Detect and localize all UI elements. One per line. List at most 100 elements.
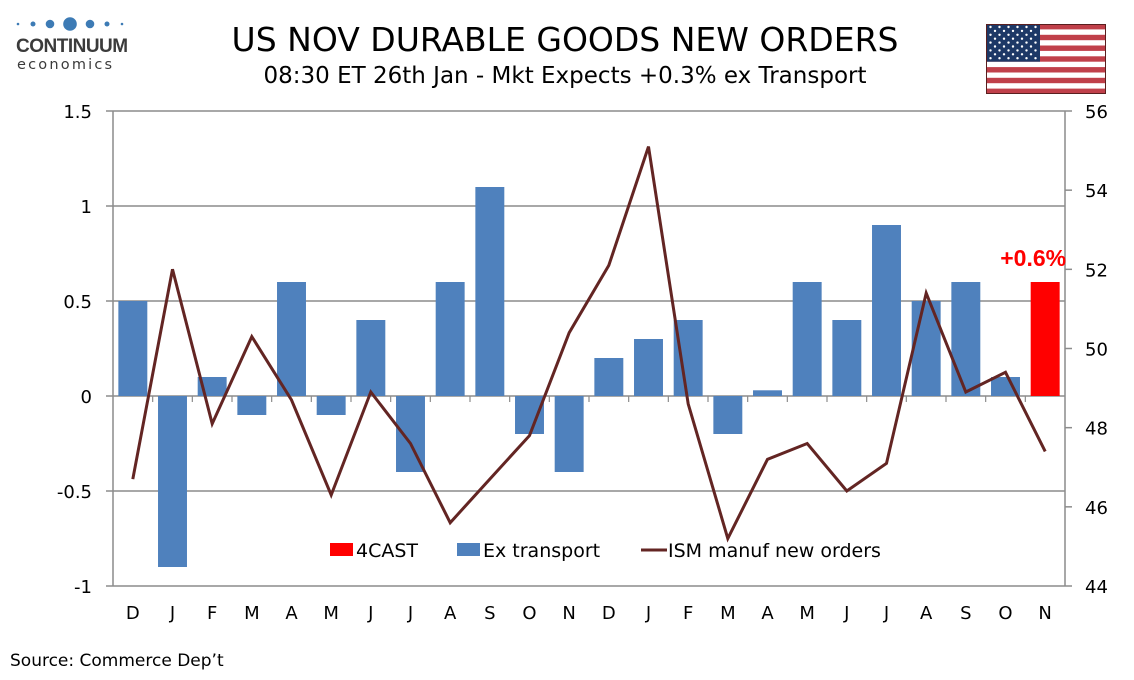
x-axis-tick-label: F xyxy=(207,603,217,624)
ex-transport-bar xyxy=(118,301,148,396)
flag-star-icon xyxy=(1029,53,1033,56)
flag-star-icon xyxy=(1016,41,1019,44)
ex-transport-bar xyxy=(753,390,782,396)
continuum-logo: CONTINUUM economics xyxy=(14,14,134,76)
flag-star-icon xyxy=(1020,45,1024,48)
flag-star-icon xyxy=(989,49,992,52)
ex-transport-bar xyxy=(991,377,1020,396)
source-note: Source: Commerce Dep’t xyxy=(10,651,224,671)
legend-swatch-4cast xyxy=(330,543,353,556)
flag-star-icon xyxy=(998,41,1001,44)
x-axis-tick-label: M xyxy=(244,603,260,624)
ex-transport-bar xyxy=(594,358,624,396)
flag-star-icon xyxy=(1002,29,1006,33)
flag-star-icon xyxy=(1034,33,1037,36)
x-axis-tick-label: O xyxy=(998,603,1012,624)
flag-star-icon xyxy=(998,57,1001,60)
ex-transport-bar xyxy=(237,396,267,415)
flag-star-icon xyxy=(1007,41,1010,44)
flag-star-icon xyxy=(1020,29,1024,33)
flag-star-icon xyxy=(1029,29,1033,33)
x-axis-tick-label: J xyxy=(843,603,849,624)
flag-star-icon xyxy=(989,25,992,29)
flag-star-icon xyxy=(1002,45,1006,48)
ism-line-series xyxy=(131,146,1047,543)
ex-transport-bar xyxy=(872,225,901,396)
chart-subtitle: 08:30 ET 26th Jan - Mkt Expects +0.3% ex… xyxy=(263,63,867,89)
legend-label-4cast: 4CAST xyxy=(356,540,418,562)
flag-star-icon xyxy=(1029,37,1033,40)
y2-axis-tick-label: 46 xyxy=(1085,498,1108,519)
legend-label-ex-transport: Ex transport xyxy=(483,540,600,562)
flag-star-icon xyxy=(1007,49,1010,52)
x-axis-tick-label: J xyxy=(883,603,889,624)
flag-star-icon xyxy=(1011,29,1015,33)
logo-brand-text: CONTINUUM xyxy=(16,36,128,57)
x-axis-tick-label: S xyxy=(484,603,495,624)
ex-transport-bar xyxy=(515,396,544,434)
flag-star-icon xyxy=(989,33,992,36)
x-axis-tick-label: D xyxy=(602,603,616,624)
ex-transport-bar xyxy=(158,396,187,567)
flag-star-icon xyxy=(989,41,992,44)
ex-transport-bar xyxy=(356,320,386,396)
x-axis-tick-label: A xyxy=(761,603,774,624)
x-axis-tick-label: M xyxy=(720,603,736,624)
flag-star-icon xyxy=(1034,41,1037,44)
tick-labels: 1.5 1 0.5 0 -0.5 -1 56 54 52 50 48 46 44 D J F M A M J J A S O N… xyxy=(57,102,1108,624)
x-axis-tick-label: N xyxy=(562,603,575,624)
flag-star-icon xyxy=(1011,53,1015,56)
us-flag-icon xyxy=(986,24,1106,94)
flag-star-icon xyxy=(993,53,997,56)
y-axis-tick-label: 1.5 xyxy=(63,102,92,123)
flag-star-icon xyxy=(993,45,997,48)
bars xyxy=(118,187,1060,567)
y2-axis-tick-label: 48 xyxy=(1085,419,1108,440)
y2-axis-tick-label: 54 xyxy=(1085,181,1108,202)
y2-axis-tick-label: 56 xyxy=(1085,102,1108,123)
flag-star-icon xyxy=(993,37,997,40)
ex-transport-bar xyxy=(792,282,822,396)
flag-star-icon xyxy=(1007,33,1010,36)
flag-star-icon xyxy=(1029,45,1033,48)
flag-star-icon xyxy=(1011,45,1015,48)
legend-swatch-ex-transport xyxy=(457,543,480,556)
flag-star-icon xyxy=(998,49,1001,52)
ex-transport-bar xyxy=(713,396,743,434)
x-axis-tick-label: M xyxy=(799,603,815,624)
x-axis-tick-label: D xyxy=(126,603,140,624)
x-axis-tick-label: J xyxy=(169,603,175,624)
flag-star-icon xyxy=(989,57,992,60)
flag-star-icon xyxy=(993,29,997,33)
x-axis-tick-label: N xyxy=(1038,603,1051,624)
flag-star-icon xyxy=(1002,53,1006,56)
y-axis-tick-label: 1 xyxy=(81,197,92,218)
legend-label-ism: ISM manuf new orders xyxy=(668,540,881,562)
y-axis-tick-label: 0 xyxy=(81,387,92,408)
ex-transport-bar xyxy=(832,320,862,396)
flag-star-icon xyxy=(1007,25,1010,29)
ex-transport-bar xyxy=(951,282,981,396)
x-axis-tick-label: F xyxy=(683,603,693,624)
flag-star-icon xyxy=(1025,33,1028,36)
flag-star-icon xyxy=(1011,37,1015,40)
flag-star-icon xyxy=(1016,49,1019,52)
x-axis-tick-label: J xyxy=(407,603,413,624)
y2-axis-tick-label: 50 xyxy=(1085,340,1108,361)
y-axis-tick-label: -1 xyxy=(74,577,92,598)
flag-star-icon xyxy=(1020,37,1024,40)
x-axis-tick-label: O xyxy=(522,603,536,624)
ex-transport-bar xyxy=(554,396,584,472)
ex-transport-bar xyxy=(316,396,346,415)
flag-star-icon xyxy=(1034,57,1037,60)
flag-star-icon xyxy=(1034,49,1037,52)
y-axis-tick-label: -0.5 xyxy=(57,482,92,503)
flag-star-icon xyxy=(1016,25,1019,29)
flag-star-icon xyxy=(1034,25,1037,29)
ex-transport-bar xyxy=(475,187,505,396)
logo-brand-subtext: economics xyxy=(17,57,115,73)
y-axis-tick-label: 0.5 xyxy=(63,292,92,313)
flag-star-icon xyxy=(1025,41,1028,44)
ex-transport-bar xyxy=(634,339,663,396)
flag-star-icon xyxy=(998,25,1001,29)
